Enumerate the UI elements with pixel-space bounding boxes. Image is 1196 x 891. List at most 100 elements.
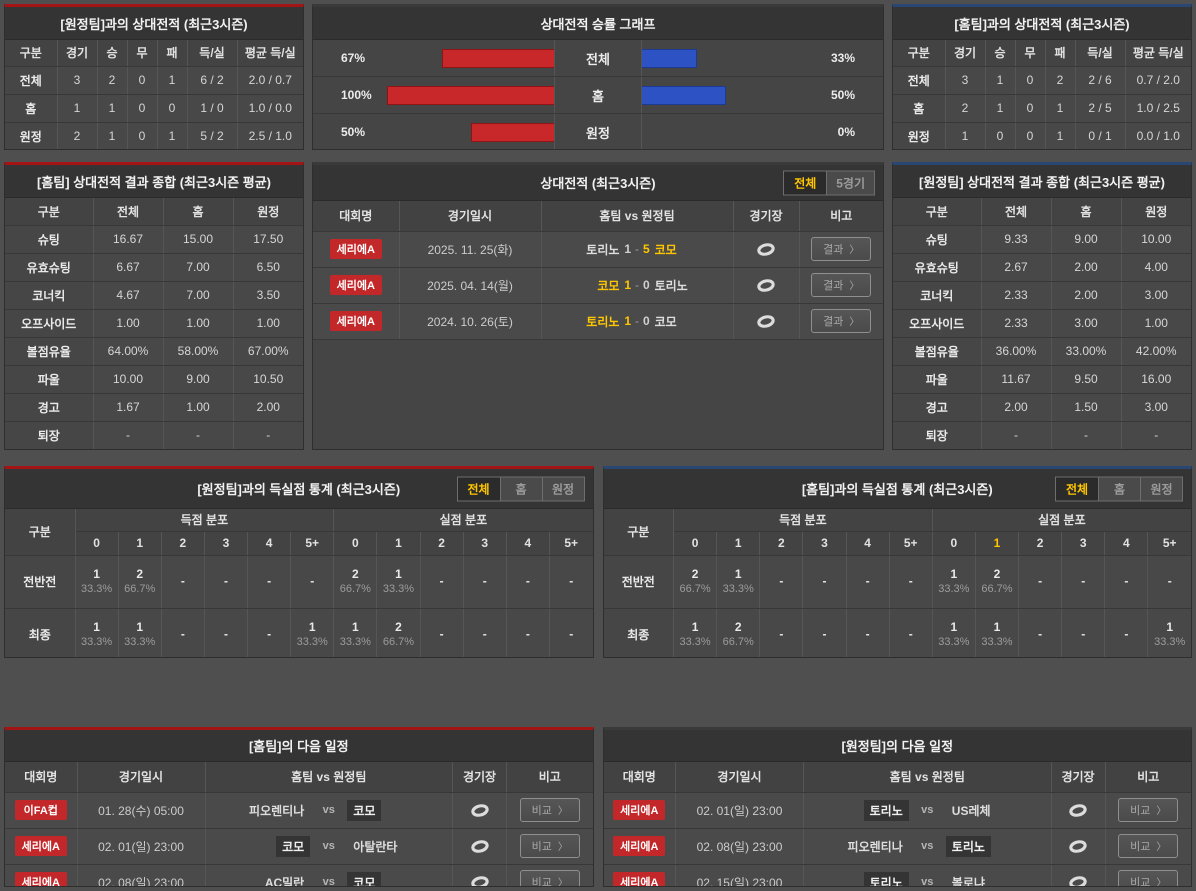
result-button[interactable]: 결과 〉 <box>811 309 872 333</box>
stadium-icon[interactable] <box>470 875 490 887</box>
header-cell: 2 <box>1018 531 1063 556</box>
compare-button[interactable]: 비교 〉 <box>1118 798 1179 822</box>
home-score: 1 <box>624 278 631 292</box>
cell: - <box>1061 555 1106 609</box>
stadium-icon[interactable] <box>756 242 776 257</box>
cell: 9.00 <box>1051 225 1122 254</box>
header-cell: 구분 <box>5 198 94 226</box>
header-cell: 홈팀 vs 원정팀 <box>541 201 734 232</box>
row-label: 원정 <box>893 122 946 149</box>
result-button-label: 결과 <box>823 244 844 256</box>
cell: 1.00 <box>1121 309 1191 338</box>
header-cell: 비고 <box>506 762 593 793</box>
away-team: 토리노 <box>654 278 688 293</box>
cell: 17.50 <box>233 225 303 254</box>
cell: 58.00% <box>163 337 234 366</box>
cell: 1.50 <box>1051 393 1122 422</box>
compare-button[interactable]: 비교 〉 <box>519 834 580 858</box>
cell: 3.50 <box>233 281 303 310</box>
cell: 2 / 6 <box>1075 66 1126 95</box>
stadium-icon[interactable] <box>756 278 776 293</box>
cell: - <box>161 555 205 609</box>
row-label: 코너킥 <box>893 281 982 310</box>
compare-button[interactable]: 비교 〉 <box>1118 870 1179 886</box>
cell: 2.00 <box>1051 281 1122 310</box>
row-label: 원정 <box>5 122 58 149</box>
cell: 이FA컵 <box>5 792 78 829</box>
stadium-icon[interactable] <box>1068 875 1088 887</box>
count: 1 <box>136 620 144 634</box>
home-team: 코모 <box>276 835 311 857</box>
cell: 1 <box>1045 94 1076 123</box>
cell: - <box>420 555 464 609</box>
tab-home[interactable]: 홈 <box>499 477 542 500</box>
header-cell: 경기장 <box>1051 762 1106 793</box>
stadium-icon[interactable] <box>1068 803 1088 818</box>
cell: 2 <box>945 94 986 123</box>
cell: 토리노 vs 볼로냐 <box>803 864 1052 886</box>
away-winrate-value: 0% <box>837 125 855 139</box>
header-cell: 0 <box>75 531 119 556</box>
table-header-row: 대회명 경기일시 홈팀 vs 원정팀 경기장 비고 <box>603 762 1191 793</box>
tab-all[interactable]: 전체 <box>1056 477 1098 500</box>
header-cell: 경기일시 <box>77 762 206 793</box>
table-row: 경고 2.00 1.50 3.00 <box>893 393 1191 422</box>
home-team: 토리노 <box>863 871 909 886</box>
stadium-icon[interactable] <box>1068 839 1088 854</box>
table-row: 홈 2 1 0 1 2 / 5 1.0 / 2.5 <box>893 94 1191 123</box>
result-button[interactable]: 결과 〉 <box>811 237 872 261</box>
tab-all[interactable]: 전체 <box>784 171 827 194</box>
percent: 33.3% <box>382 583 415 595</box>
cell: 7.00 <box>163 253 234 282</box>
count: - <box>180 574 185 588</box>
cell: 비교 〉 <box>506 864 593 886</box>
panel-title: [홈팀]과의 상대전적 (최근3시즌) <box>893 7 1191 40</box>
row-label: 퇴장 <box>893 421 982 449</box>
count: - <box>1038 574 1043 588</box>
cell: 1 33.3% <box>290 608 335 657</box>
cell: 2 66.7% <box>975 555 1020 609</box>
header-cell: 2 <box>759 531 804 556</box>
count: 1 <box>351 620 359 634</box>
cell: - <box>163 421 234 449</box>
table-row: 슈팅 16.67 15.00 17.50 <box>5 225 303 254</box>
header-cell: 홈팀 vs 원정팀 <box>205 762 453 793</box>
header-cell: 홈 <box>1051 198 1122 226</box>
cell: - <box>759 608 804 657</box>
compare-button[interactable]: 비교 〉 <box>519 798 580 822</box>
count: 1 <box>93 620 100 634</box>
row-label: 코너킥 <box>5 281 94 310</box>
header-cell: 전체 <box>981 198 1052 226</box>
tab-away[interactable]: 원정 <box>1140 477 1182 500</box>
match-datetime: 02. 01(일) 23:00 <box>675 792 804 829</box>
compare-button[interactable]: 비교 〉 <box>519 870 580 886</box>
cell: 비교 〉 <box>506 828 593 865</box>
schedule-row: 세리에A 02. 01(일) 23:00 코모 vs 아탈란타 비교 〉 <box>5 828 593 865</box>
result-button[interactable]: 결과 〉 <box>811 273 872 297</box>
away-team: 코모 <box>654 314 677 329</box>
header-cell: 3 <box>1061 531 1106 556</box>
cell: 세리에A <box>603 828 676 865</box>
stadium-icon[interactable] <box>470 803 490 818</box>
header-cell: 경기일시 <box>675 762 804 793</box>
panel-record-vs-home: [홈팀]과의 상대전적 (최근3시즌) 구분 경기 승 무 패 득/실 평균 득… <box>892 4 1192 150</box>
panel-title: 상대전적 (최근3시즌) 전체 5경기 <box>313 165 883 201</box>
tab-away[interactable]: 원정 <box>541 477 584 500</box>
cell: 42.00% <box>1121 337 1191 366</box>
cell: - <box>247 608 292 657</box>
panel-title-text: [원정팀]과의 득실점 통계 (최근3시즌) <box>197 482 401 497</box>
goal-stats-filter-tabs: 전체 홈 원정 <box>1055 476 1183 501</box>
count: 1 <box>308 620 316 634</box>
cell <box>452 828 507 865</box>
count: - <box>779 627 784 641</box>
count: - <box>1081 627 1086 641</box>
stadium-icon[interactable] <box>470 839 490 854</box>
tab-last5[interactable]: 5경기 <box>826 171 874 194</box>
tab-all[interactable]: 전체 <box>457 477 500 500</box>
cell: 6 / 2 <box>187 66 238 95</box>
compare-button[interactable]: 비교 〉 <box>1118 834 1179 858</box>
cell: 세리에A <box>603 864 676 886</box>
away-winrate-value: 33% <box>830 51 855 65</box>
tab-home[interactable]: 홈 <box>1098 477 1140 500</box>
stadium-icon[interactable] <box>756 314 776 329</box>
